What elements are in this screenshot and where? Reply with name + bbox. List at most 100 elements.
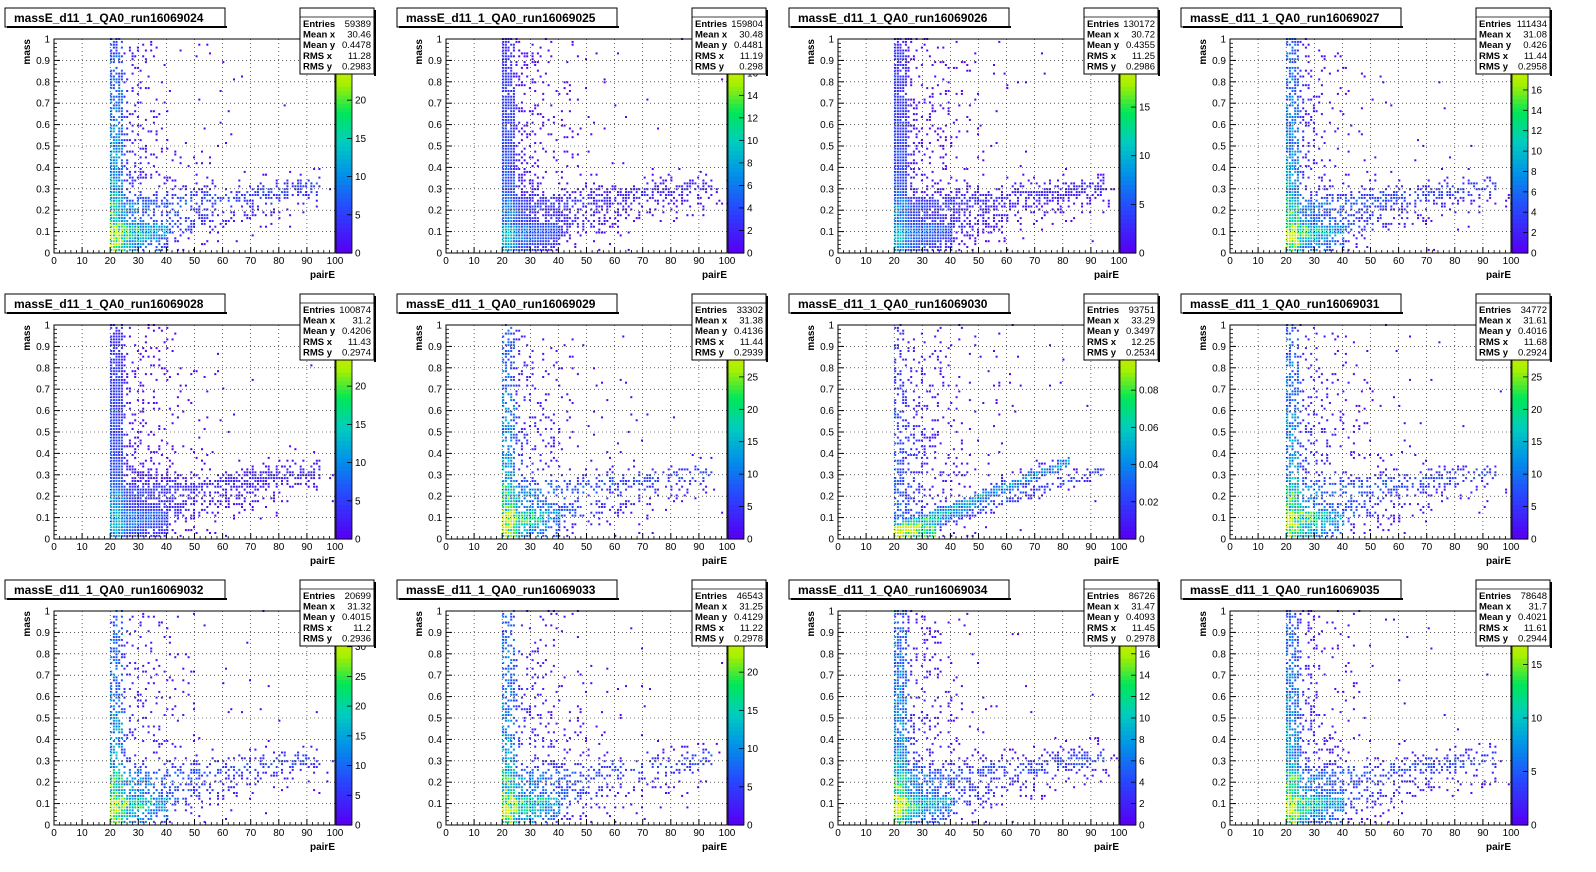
colz-step xyxy=(336,81,352,87)
colz-step xyxy=(1512,402,1528,407)
y-tick-label: 0.2 xyxy=(36,206,50,217)
y-tick-label: 0.5 xyxy=(1212,714,1226,725)
chart-title: massE_d11_1_QA0_run16069032 xyxy=(14,583,204,597)
y-tick-label: 0.4 xyxy=(820,735,834,746)
colz-step xyxy=(336,513,352,519)
x-tick-label: 90 xyxy=(301,542,313,553)
colz-step xyxy=(1120,240,1136,246)
histogram-panel: 0 10 20 30 40 50 60 70 80 90 10000.10.20.30.40.50.… xyxy=(788,7,1160,281)
colz-step xyxy=(728,521,744,527)
colz-tick-label: 12 xyxy=(747,113,759,124)
colz-step xyxy=(1512,752,1528,758)
colz-step xyxy=(1512,120,1528,126)
colz-step xyxy=(1120,81,1136,87)
title-shadow xyxy=(7,312,227,314)
stats-label: Entries xyxy=(1479,591,1511,602)
y-tick-label: 0.3 xyxy=(428,470,442,481)
colz-step xyxy=(728,470,744,476)
histogram-panel: 0 10 20 30 40 50 60 70 80 90 10000.10.20.30.40.50.… xyxy=(396,579,768,853)
colz-step xyxy=(1120,363,1136,369)
y-tick-label: 0 xyxy=(828,249,834,260)
colz-tick-label: 0 xyxy=(747,821,753,832)
stats-value: 46543 xyxy=(737,591,763,602)
stats-label: Mean x xyxy=(1087,602,1120,613)
colz-step xyxy=(1512,214,1528,220)
y-tick-label: 0.4 xyxy=(428,163,442,174)
stats-shadow xyxy=(1550,296,1552,362)
colz-tick-label: 15 xyxy=(355,420,367,431)
stats-value: 31.08 xyxy=(1523,30,1547,41)
colz-step xyxy=(1512,389,1528,395)
colz-step xyxy=(1120,227,1136,233)
colz-tick-label: 14 xyxy=(747,91,759,102)
x-tick-label: 10 xyxy=(469,828,481,839)
x-tick-label: 10 xyxy=(1253,542,1265,553)
colz-step xyxy=(336,414,352,420)
colz-step xyxy=(1120,474,1136,480)
x-tick-label: 40 xyxy=(553,256,565,267)
colz-step xyxy=(728,662,744,668)
colz-step xyxy=(1512,461,1528,467)
x-tick-label: 70 xyxy=(637,542,649,553)
colz-step xyxy=(1512,812,1528,818)
x-axis-label: pairE xyxy=(702,842,727,853)
colz-step xyxy=(1512,154,1528,160)
title-box: massE_d11_1_QA0_run16069034 xyxy=(788,579,1011,600)
x-tick-label: 30 xyxy=(1309,542,1321,553)
y-tick-label: 0.3 xyxy=(36,756,50,767)
x-tick-label: 40 xyxy=(161,828,173,839)
x-tick-label: 60 xyxy=(609,828,621,839)
x-tick-label: 50 xyxy=(1365,256,1377,267)
stats-value: 0.4355 xyxy=(1126,40,1155,51)
colz-tick-label: 5 xyxy=(1531,767,1537,778)
colz-step xyxy=(728,816,744,822)
stats-value: 0.4206 xyxy=(342,326,371,337)
colz-step xyxy=(1512,240,1528,246)
colz-step xyxy=(1120,436,1136,442)
colz-step xyxy=(1120,432,1136,437)
colz-step xyxy=(728,765,744,770)
colz-tick-label: 20 xyxy=(747,668,759,679)
colz-step xyxy=(1120,662,1136,668)
colz-step xyxy=(1120,752,1136,758)
y-axis-label: mass xyxy=(22,39,33,65)
y-tick-label: 0 xyxy=(828,821,834,832)
stats-value: 0.2978 xyxy=(1126,633,1155,644)
colz-step xyxy=(728,167,744,173)
colz-step xyxy=(1512,474,1528,480)
stats-label: Mean x xyxy=(303,602,336,613)
y-tick-label: 0.8 xyxy=(36,77,50,88)
colz-step xyxy=(728,752,744,758)
x-tick-label: 60 xyxy=(609,542,621,553)
x-tick-label: 0 xyxy=(1227,828,1233,839)
colz-step xyxy=(1120,649,1136,655)
x-tick-label: 20 xyxy=(497,828,509,839)
colz-tick-label: 15 xyxy=(1531,660,1543,671)
colz-step xyxy=(336,244,352,250)
colz-step xyxy=(336,487,352,493)
x-tick-label: 70 xyxy=(1029,828,1041,839)
colz-step xyxy=(336,77,352,83)
y-tick-label: 0.6 xyxy=(428,692,442,703)
colz-step xyxy=(728,133,744,139)
colz-step xyxy=(1512,231,1528,237)
colz-step xyxy=(1120,670,1136,676)
x-tick-label: 100 xyxy=(327,828,344,839)
colz-step xyxy=(336,419,352,425)
stats-label: Entries xyxy=(303,591,335,602)
y-tick-label: 0.6 xyxy=(36,406,50,417)
x-axis-label: pairE xyxy=(310,842,335,853)
stats-value: 11.61 xyxy=(1524,623,1547,634)
x-tick-label: 20 xyxy=(105,542,117,553)
colz-step xyxy=(1120,795,1136,800)
y-axis-label: mass xyxy=(806,39,817,65)
colz-step xyxy=(728,235,744,241)
colz-step xyxy=(1512,675,1528,681)
stats-value: 0.2944 xyxy=(1518,633,1547,644)
colz-tick-label: 0 xyxy=(355,249,361,260)
colz-step xyxy=(336,94,352,100)
colz-step xyxy=(1512,756,1528,762)
histogram-panel: 0 10 20 30 40 50 60 70 80 90 10000.10.20.30.40.50.… xyxy=(396,7,768,281)
stats-box: Entries 86726 Mean x 31.47 Mean y 0.4093 RMS x… xyxy=(1083,579,1160,648)
